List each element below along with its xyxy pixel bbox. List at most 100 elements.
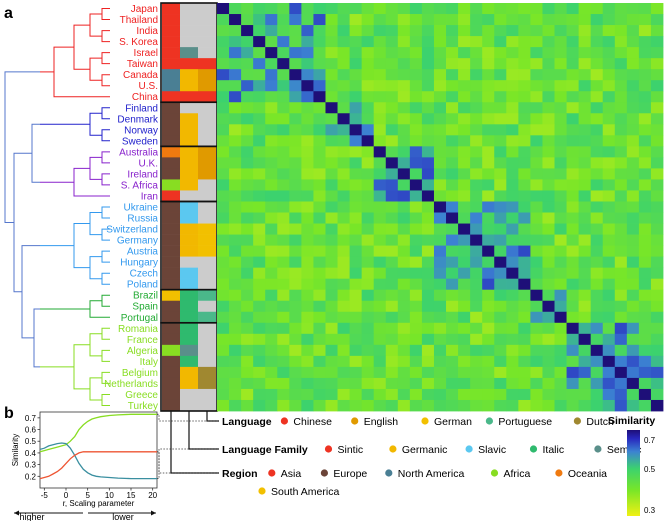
heatmap-cell (614, 355, 628, 368)
language-cell (198, 3, 216, 15)
heatmap-cell (506, 80, 519, 92)
heatmap-cell (373, 399, 387, 412)
heatmap-cell (518, 201, 531, 213)
heatmap-cell (325, 212, 338, 224)
heatmap-cell (638, 245, 652, 258)
heatmap-cell (650, 3, 664, 15)
heatmap-cell (409, 278, 423, 291)
heatmap-cell (373, 333, 387, 346)
heatmap-cell (650, 14, 664, 26)
heatmap-cell (325, 256, 338, 269)
heatmap-cell (421, 113, 435, 125)
language-cell (198, 212, 216, 224)
heatmap-cell (578, 366, 592, 379)
heatmap-cell (482, 300, 495, 313)
heatmap-cell (337, 278, 350, 291)
heatmap-cell (566, 399, 580, 412)
heatmap-cell (409, 25, 423, 37)
heatmap-cell (626, 289, 640, 302)
language-cell (198, 355, 216, 368)
heatmap-cell (578, 47, 592, 59)
heatmap-cell (313, 201, 326, 213)
heatmap-cell (530, 113, 543, 125)
arrow-label-lower: lower (112, 512, 134, 521)
heatmap-cell (542, 300, 555, 313)
heatmap-cell (518, 245, 531, 258)
heatmap-cell (241, 333, 254, 346)
heatmap-cell (361, 36, 375, 48)
heatmap-cell (217, 355, 230, 368)
heatmap-cell (446, 245, 459, 258)
heatmap-cell (554, 58, 567, 70)
heatmap-cell (518, 344, 531, 357)
country-label: China (132, 92, 159, 103)
heatmap-cell (590, 245, 604, 258)
heatmap-cell (265, 168, 278, 180)
heatmap-cell (229, 201, 242, 213)
heatmap-cell (373, 311, 387, 324)
heatmap-cell (217, 190, 230, 202)
heatmap-cell (638, 36, 652, 48)
heatmap-cell (638, 146, 652, 158)
heatmap-cell (590, 168, 604, 180)
heatmap-cell (361, 267, 375, 280)
heatmap-cell (301, 377, 314, 390)
heatmap-cell (289, 234, 302, 246)
heatmap-cell (433, 14, 447, 26)
family-cell (180, 25, 198, 37)
heatmap-cell (458, 355, 471, 368)
dendrogram-branch (101, 206, 110, 219)
heatmap-cell (241, 157, 254, 169)
heatmap-cell (494, 179, 507, 191)
heatmap-cell (614, 146, 628, 158)
country-label: Italy (140, 357, 158, 368)
heatmap-cell (542, 344, 555, 357)
heatmap-cell (373, 3, 387, 15)
heatmap-cell (590, 80, 604, 92)
region-cell (162, 234, 180, 246)
heatmap-cell (578, 333, 592, 346)
heatmap-cell (409, 135, 423, 147)
heatmap-cell (506, 355, 519, 368)
heatmap-cell (542, 124, 555, 136)
heatmap-cell (446, 366, 459, 379)
heatmap-cell (385, 278, 399, 291)
heatmap-cell (494, 278, 507, 291)
language-cell (198, 190, 216, 202)
heatmap-cell (518, 113, 531, 125)
heatmap-cell (301, 47, 314, 59)
heatmap-cell (241, 344, 254, 357)
heatmap-cell (385, 113, 399, 125)
heatmap-cell (578, 300, 592, 313)
heatmap-cell (361, 80, 375, 92)
heatmap-cell (470, 190, 483, 202)
language-cell (198, 14, 216, 26)
heatmap-cell (289, 289, 302, 302)
heatmap-cell (626, 47, 640, 59)
heatmap-cell (241, 234, 254, 246)
heatmap-cell (542, 168, 555, 180)
heatmap-cell (566, 355, 580, 368)
heatmap-cell (229, 25, 242, 37)
heatmap-cell (265, 80, 278, 92)
heatmap-cell (325, 124, 338, 136)
heatmap-cell (602, 344, 616, 357)
heatmap-cell (301, 25, 314, 37)
heatmap-cell (373, 212, 387, 224)
heatmap-cell (482, 234, 495, 246)
heatmap-cell (373, 256, 387, 269)
heatmap-cell (578, 157, 592, 169)
heatmap-cell (578, 234, 592, 246)
heatmap-cell (650, 179, 664, 191)
heatmap-cell (626, 366, 640, 379)
heatmap-cell (554, 80, 567, 92)
heatmap-cell (506, 311, 519, 324)
heatmap-cell (229, 135, 242, 147)
region-cell (162, 190, 180, 202)
heatmap-cell (397, 223, 411, 235)
heatmap-cell (614, 91, 628, 103)
heatmap-cell (542, 388, 555, 401)
heatmap-cell (446, 355, 459, 368)
heatmap-cell (265, 267, 278, 280)
heatmap-cell (313, 234, 326, 246)
